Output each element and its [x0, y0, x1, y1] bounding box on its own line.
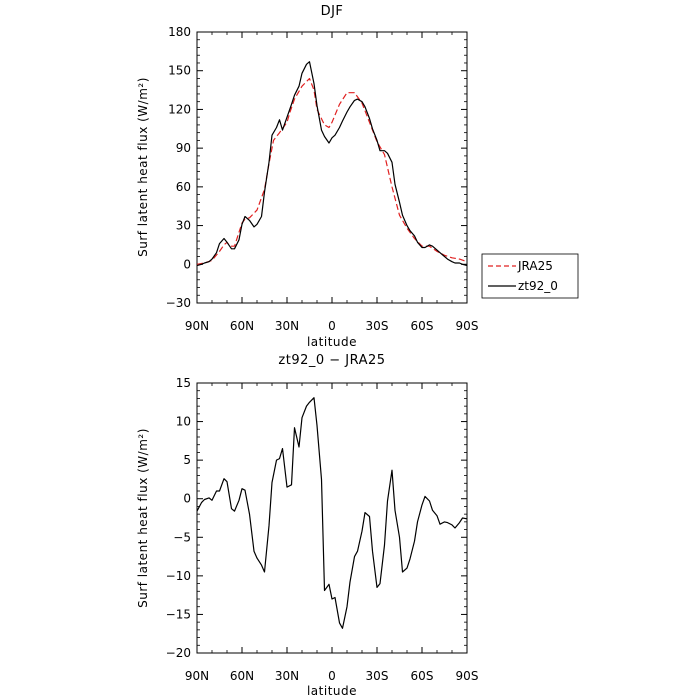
top-series-line-jra25 — [196, 77, 468, 265]
bottom-chart-ticks: −20 −15 −10 −5 0 5 10 15 90N 60N 30N 0 30S 60S 90S — [166, 376, 479, 683]
bottom-ytick-label: −20 — [166, 646, 191, 660]
top-xtick-label: 0 — [328, 319, 336, 333]
bottom-ytick-label: 10 — [176, 415, 191, 429]
top-ytick-label: 90 — [176, 141, 191, 155]
top-xtick-label: 90S — [456, 319, 479, 333]
top-chart-ylabel: Surf latent heat flux (W/m²) — [136, 77, 150, 257]
top-ytick-label: 150 — [168, 64, 191, 78]
top-chart-frame — [196, 31, 468, 304]
top-xtick-label: 60N — [230, 319, 254, 333]
top-ytick-label: 180 — [168, 25, 191, 39]
top-ytick-label: 120 — [168, 102, 191, 116]
legend-label-zt92: zt92_0 — [518, 279, 558, 293]
legend-label-jra25: JRA25 — [517, 259, 553, 273]
bottom-chart-title: zt92_0 − JRA25 — [278, 353, 385, 368]
top-chart-title: DJF — [321, 4, 344, 19]
bottom-xtick-label: 60N — [230, 669, 254, 683]
bottom-ytick-label: −15 — [166, 607, 191, 621]
bottom-xtick-label: 60S — [411, 669, 434, 683]
top-ytick-label: 0 — [183, 257, 191, 271]
bottom-xtick-label: 0 — [328, 669, 336, 683]
bottom-xtick-label: 30S — [366, 669, 389, 683]
bottom-xtick-label: 90S — [456, 669, 479, 683]
bottom-series-line-0 — [196, 397, 468, 629]
top-xtick-label: 90N — [185, 319, 209, 333]
bottom-ytick-label: −5 — [173, 530, 191, 544]
bottom-chart: zt92_0 − JRA25 −20 −15 −10 −5 0 5 10 15 90N 60N 30… — [136, 353, 478, 698]
legend: JRA25 zt92_0 — [481, 253, 579, 299]
bottom-ytick-label: 5 — [183, 453, 191, 467]
top-xtick-label: 30S — [366, 319, 389, 333]
bottom-chart-ylabel: Surf latent heat flux (W/m²) — [136, 428, 150, 608]
bottom-chart-frame — [196, 382, 468, 654]
top-chart-xlabel: latitude — [307, 335, 357, 349]
legend-box — [481, 253, 579, 299]
bottom-chart-xlabel: latitude — [307, 684, 357, 698]
bottom-ytick-label: 0 — [183, 492, 191, 506]
top-xtick-label: 30N — [275, 319, 299, 333]
top-chart-ticks: −30 0 30 60 90 120 150 180 90N 60N 30N 0 30S 60S 90S — [166, 25, 479, 333]
top-ytick-label: 30 — [176, 219, 191, 233]
top-series-line-zt92-0 — [196, 61, 468, 267]
top-ytick-label: 60 — [176, 180, 191, 194]
bottom-ytick-label: −10 — [166, 569, 191, 583]
bottom-ytick-label: 15 — [176, 376, 191, 390]
bottom-chart-series — [196, 397, 468, 629]
top-chart: DJF −30 0 30 60 90 120 150 180 90N 60N 30N 0 30S 60S 9… — [136, 4, 579, 349]
top-ytick-label: −30 — [166, 296, 191, 310]
top-xtick-label: 60S — [411, 319, 434, 333]
bottom-xtick-label: 30N — [275, 669, 299, 683]
bottom-xtick-label: 90N — [185, 669, 209, 683]
top-chart-series — [196, 61, 468, 267]
